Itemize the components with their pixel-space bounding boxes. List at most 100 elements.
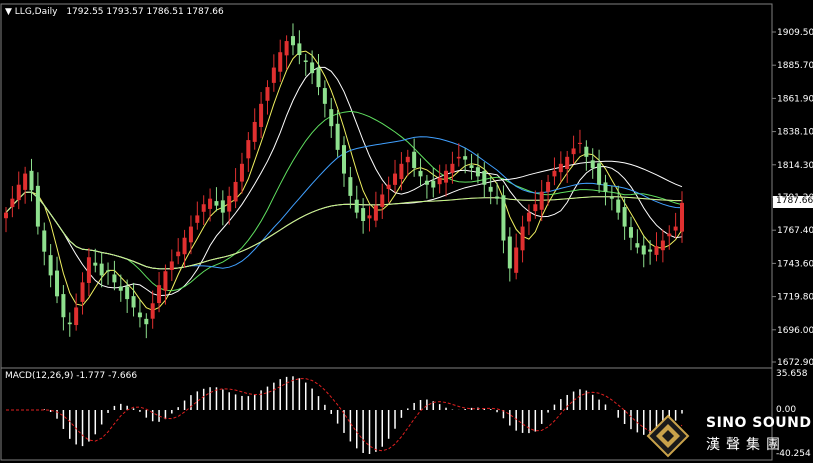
candle-body	[577, 142, 582, 144]
candle-body	[597, 163, 602, 185]
candle-body	[380, 194, 385, 207]
moving-average-line	[5, 191, 682, 270]
candle-body	[660, 240, 665, 251]
candle-body	[475, 167, 480, 177]
candle-body	[641, 245, 646, 255]
candle-body	[488, 186, 493, 192]
candle-body	[233, 181, 238, 202]
symbol-label: LLG,Daily	[14, 7, 58, 17]
moving-average-line	[5, 191, 682, 270]
candle-body	[131, 296, 136, 308]
candle-body	[514, 247, 519, 273]
macd-histogram	[43, 376, 683, 454]
candle-body	[667, 233, 672, 237]
candle-body	[635, 243, 640, 248]
candle-body	[74, 307, 79, 326]
candle-body	[526, 212, 531, 222]
candle-body	[628, 227, 633, 238]
moving-average-line	[5, 50, 683, 311]
ohlc-values: 1792.55 1793.57 1786.51 1787.66	[66, 7, 224, 17]
candle-body	[290, 36, 295, 46]
candle-body	[23, 173, 28, 190]
moving-averages	[5, 50, 683, 311]
candle-body	[373, 205, 378, 221]
candle-body	[386, 184, 391, 189]
candle-body	[539, 191, 544, 210]
candle-body	[507, 236, 512, 269]
candle-body	[125, 286, 130, 300]
candle-body	[584, 146, 589, 157]
candle-body	[603, 182, 608, 192]
price-axis: 1909.501885.701861.901838.101814.301791.…	[772, 28, 813, 368]
dropdown-triangle-icon[interactable]: ▼	[5, 7, 12, 17]
price-tick-label: 1885.70	[777, 61, 813, 71]
candle-body	[609, 197, 614, 199]
candle-body	[393, 173, 398, 185]
candle-body	[361, 208, 366, 221]
candle-body	[533, 204, 538, 212]
candle-body	[246, 140, 251, 159]
candle-body	[310, 62, 315, 74]
price-tick-label: 1743.60	[777, 259, 813, 269]
candle-body	[137, 312, 142, 318]
candle-body	[182, 237, 187, 255]
candle-body	[297, 43, 302, 56]
candle-body	[424, 180, 429, 185]
candle-body	[42, 230, 47, 252]
current-price-box	[773, 196, 813, 208]
candle-body	[239, 163, 244, 182]
candle-body	[482, 170, 487, 185]
candle-body	[335, 123, 340, 150]
candle-body	[342, 145, 346, 174]
candle-body	[252, 121, 257, 142]
candle-body	[188, 226, 193, 243]
candle-body	[322, 88, 327, 104]
candle-body	[565, 156, 570, 169]
candle-body	[552, 170, 557, 177]
candle-body	[303, 60, 308, 62]
candle-body	[93, 262, 98, 266]
macd-plot-border	[0, 367, 773, 461]
candle-body	[558, 163, 563, 173]
candle-body	[546, 181, 551, 192]
price-tick-label: 1767.40	[777, 226, 813, 236]
candle-body	[648, 249, 653, 252]
candle-body	[450, 163, 455, 173]
candle-body	[86, 257, 91, 283]
candle-body	[67, 322, 72, 325]
candle-body	[329, 109, 334, 127]
candle-body	[431, 180, 436, 188]
candle-body	[444, 170, 449, 183]
candle-body	[106, 270, 111, 272]
candle-body	[654, 246, 659, 255]
macd-signal-line	[6, 378, 683, 452]
candle-body	[144, 318, 149, 325]
price-tick-label: 1909.50	[777, 28, 813, 38]
macd-tick-zero: 0.00	[776, 405, 797, 415]
candle-body	[61, 294, 66, 318]
candle-body	[412, 151, 417, 168]
candle-body	[418, 170, 423, 177]
candle-body	[520, 226, 525, 251]
macd-tick-top: 35.658	[776, 369, 808, 379]
candle-body	[265, 87, 270, 101]
candle-body	[278, 52, 283, 72]
price-tick-label: 1861.90	[777, 94, 813, 104]
candle-body	[456, 156, 461, 159]
candle-body	[16, 184, 21, 201]
candle-body	[316, 67, 321, 88]
candle-body	[150, 303, 155, 319]
candle-body	[4, 212, 8, 219]
candle-body	[399, 163, 404, 180]
candle-body	[673, 226, 678, 231]
price-tick-label: 1814.30	[777, 161, 813, 171]
candle-body	[616, 199, 621, 213]
candle-body	[163, 271, 168, 291]
candle-body	[29, 170, 34, 191]
candle-body	[469, 165, 474, 168]
candle-body	[35, 185, 40, 227]
candle-body	[48, 255, 53, 276]
candle-body	[590, 160, 595, 168]
